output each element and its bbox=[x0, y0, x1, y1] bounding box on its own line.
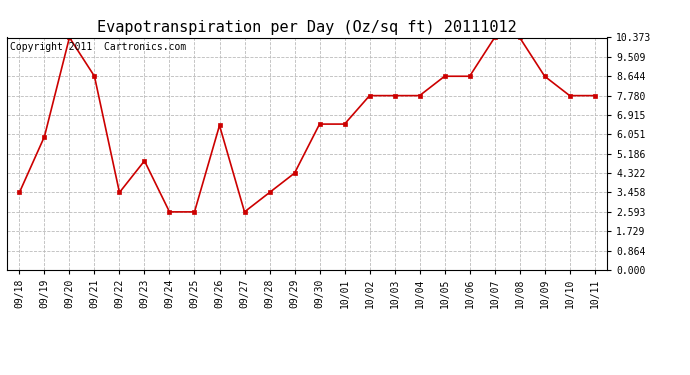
Text: Copyright 2011  Cartronics.com: Copyright 2011 Cartronics.com bbox=[10, 42, 186, 52]
Title: Evapotranspiration per Day (Oz/sq ft) 20111012: Evapotranspiration per Day (Oz/sq ft) 20… bbox=[97, 20, 517, 35]
